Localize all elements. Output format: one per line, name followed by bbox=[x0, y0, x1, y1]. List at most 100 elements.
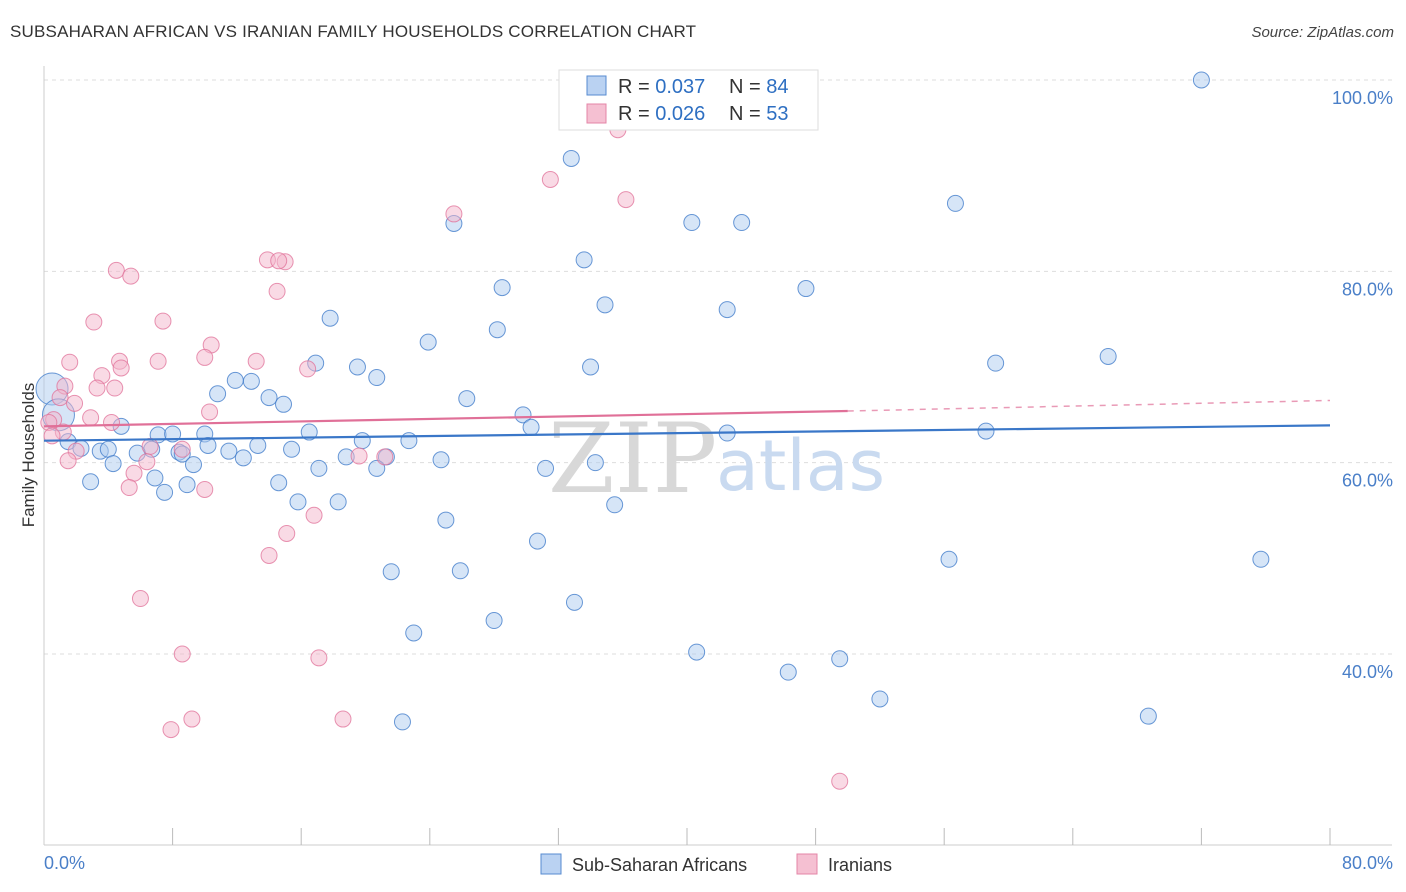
data-point-iranian bbox=[162, 721, 180, 739]
data-point-subsaharan bbox=[400, 432, 418, 450]
data-point-iranian bbox=[173, 645, 191, 663]
trend-line-iranian-extension bbox=[847, 399, 1331, 412]
data-point-subsaharan bbox=[310, 459, 328, 477]
data-point-subsaharan bbox=[289, 493, 307, 511]
data-point-subsaharan bbox=[1099, 347, 1117, 365]
legend-swatch-blue bbox=[586, 75, 607, 96]
data-point-subsaharan bbox=[437, 511, 455, 529]
stats-legend: R = 0.037 N = 84 R = 0.026 N = 53 bbox=[558, 69, 819, 131]
legend-swatch-pink bbox=[586, 103, 607, 124]
data-point-iranian bbox=[305, 506, 323, 524]
legend-pink-r-value: 0.026 bbox=[655, 103, 705, 125]
data-point-subsaharan bbox=[226, 371, 244, 389]
data-point-subsaharan bbox=[419, 333, 437, 351]
data-point-subsaharan bbox=[493, 279, 511, 297]
trend-layer bbox=[43, 399, 1331, 442]
data-point-subsaharan bbox=[977, 422, 995, 440]
data-point-iranian bbox=[376, 448, 394, 466]
legend-pink-r-label: R = bbox=[618, 103, 655, 125]
data-point-subsaharan bbox=[946, 194, 964, 212]
legend-blue-n-label: N = bbox=[729, 76, 766, 98]
data-point-subsaharan bbox=[184, 456, 202, 474]
data-point-iranian bbox=[247, 352, 265, 370]
data-point-iranian bbox=[334, 710, 352, 728]
data-point-subsaharan bbox=[405, 624, 423, 642]
grid-layer bbox=[44, 79, 1392, 655]
data-point-subsaharan bbox=[514, 406, 532, 424]
data-point-iranian bbox=[201, 403, 219, 421]
watermark: ZIP atlas bbox=[548, 403, 885, 515]
data-point-iranian bbox=[138, 453, 156, 471]
series-legend: Sub-Saharan Africans Iranians bbox=[540, 853, 892, 875]
data-point-subsaharan bbox=[987, 354, 1005, 372]
data-point-subsaharan bbox=[353, 432, 371, 450]
data-point-subsaharan bbox=[451, 562, 469, 580]
data-point-subsaharan bbox=[368, 459, 386, 477]
legend-pink-n-value: 53 bbox=[766, 103, 788, 125]
legend-pink-n-label: N = bbox=[729, 103, 766, 125]
data-point-subsaharan bbox=[104, 455, 122, 473]
series-legend-swatch-blue bbox=[540, 853, 562, 875]
data-point-iranian bbox=[299, 360, 317, 378]
data-point-iranian bbox=[103, 413, 121, 431]
axis-layer bbox=[43, 66, 1392, 846]
data-point-iranian bbox=[196, 480, 214, 498]
series-legend-label-blue: Sub-Saharan Africans bbox=[572, 855, 747, 875]
legend-blue-r-value: 0.037 bbox=[655, 76, 705, 98]
y-tick-label: 60.0% bbox=[1342, 471, 1393, 491]
legend-blue-r: R = 0.037 bbox=[618, 76, 705, 98]
data-point-iranian bbox=[59, 452, 77, 470]
data-point-subsaharan bbox=[275, 395, 293, 413]
source-label: Source: ZipAtlas.com bbox=[1251, 24, 1394, 41]
data-point-subsaharan bbox=[596, 296, 614, 314]
data-point-iranian bbox=[149, 352, 167, 370]
data-point-iranian bbox=[154, 312, 172, 330]
data-point-subsaharan bbox=[1192, 71, 1210, 89]
data-point-subsaharan bbox=[831, 650, 849, 668]
data-point-subsaharan bbox=[718, 301, 736, 319]
y-tick-label: 80.0% bbox=[1342, 279, 1393, 299]
data-point-subsaharan bbox=[321, 309, 339, 327]
data-point-iranian bbox=[85, 313, 103, 331]
data-point-iranian bbox=[268, 282, 286, 300]
data-point-subsaharan bbox=[382, 563, 400, 581]
data-point-subsaharan bbox=[329, 493, 347, 511]
legend-pink-n: N = 53 bbox=[729, 103, 789, 125]
data-point-subsaharan bbox=[779, 663, 797, 681]
data-point-subsaharan bbox=[529, 532, 547, 550]
data-point-subsaharan bbox=[683, 214, 701, 232]
data-point-subsaharan bbox=[300, 423, 318, 441]
trend-line-iranian bbox=[43, 409, 848, 428]
data-point-subsaharan bbox=[485, 612, 503, 630]
data-point-iranian bbox=[831, 772, 849, 790]
x-tick-label-right: 80.0% bbox=[1342, 853, 1393, 873]
data-point-subsaharan bbox=[606, 496, 624, 514]
data-point-subsaharan bbox=[940, 550, 958, 568]
watermark-atlas: atlas bbox=[716, 425, 885, 507]
data-point-iranian bbox=[141, 437, 159, 455]
data-point-iranian bbox=[445, 205, 463, 223]
legend-blue-n: N = 84 bbox=[729, 76, 789, 98]
data-point-iranian bbox=[122, 267, 140, 285]
data-point-iranian bbox=[120, 479, 138, 497]
data-point-subsaharan bbox=[537, 459, 555, 477]
data-point-subsaharan bbox=[871, 690, 889, 708]
watermark-zip: ZIP bbox=[548, 403, 717, 515]
data-point-subsaharan bbox=[283, 440, 301, 458]
data-point-subsaharan bbox=[1139, 707, 1157, 725]
data-point-subsaharan bbox=[432, 451, 450, 469]
data-point-subsaharan bbox=[582, 358, 600, 376]
series-legend-label-pink: Iranians bbox=[828, 855, 892, 875]
data-point-iranian bbox=[107, 261, 125, 279]
data-point-iranian bbox=[112, 359, 130, 377]
trend-line-subsaharan bbox=[43, 424, 1331, 442]
data-point-subsaharan bbox=[688, 643, 706, 661]
data-point-subsaharan bbox=[270, 474, 288, 492]
data-point-subsaharan bbox=[393, 713, 411, 731]
y-tick-labels: 100.0% 80.0% 60.0% 40.0% bbox=[1332, 88, 1393, 682]
data-point-subsaharan bbox=[164, 425, 182, 443]
data-point-subsaharan bbox=[234, 449, 252, 467]
data-point-subsaharan bbox=[458, 390, 476, 408]
y-axis-label: Family Households bbox=[19, 383, 38, 528]
